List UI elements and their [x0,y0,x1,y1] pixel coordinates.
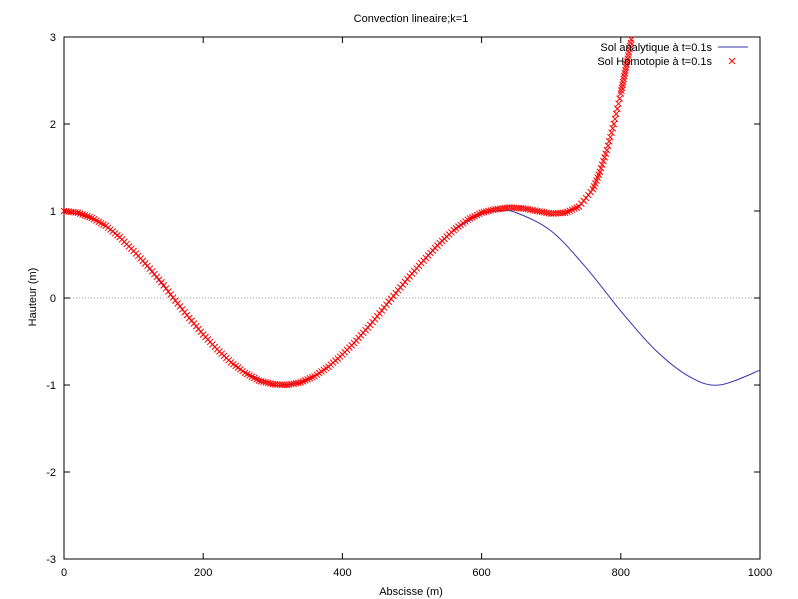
x-axis-title: Abscisse (m) [379,586,443,598]
data-point [83,212,91,220]
y-tick-label: -3 [46,554,56,566]
data-point [627,36,635,43]
data-point [86,213,93,221]
data-point [615,100,622,108]
data-point [601,153,608,161]
y-tick-label: 1 [50,206,56,218]
data-point [611,115,619,123]
x-tick-label: 0 [61,567,67,579]
data-point [74,209,82,217]
x-tick-label: 200 [194,567,212,579]
data-point [609,124,617,132]
data-point [607,133,614,141]
x-tick-label: 1000 [748,567,772,579]
chart-title: Convection lineaire;k=1 [354,13,469,25]
plot-area: 0 200 400 600 800 1000 -3 -2 -1 0 1 2 3 [46,32,772,579]
y-tick-label: 2 [50,119,56,131]
x-tick-label: 400 [333,567,351,579]
x-tick-label: 800 [612,567,630,579]
data-point [169,294,177,301]
data-point [598,161,606,168]
y-tick-label: -2 [46,467,56,479]
data-point [79,211,86,218]
y-tick-label: -1 [46,380,56,392]
legend-label: Sol Homotopie à t=0.1s [597,56,712,68]
data-point [596,168,604,176]
data-point [167,291,175,298]
data-point [612,110,620,118]
data-point [603,146,611,154]
data-point [158,278,165,286]
data-point [604,142,612,150]
data-point [160,282,168,289]
data-point [165,288,172,295]
data-point [294,379,302,387]
data-point [162,285,170,292]
y-tick-label: 3 [50,32,56,44]
x-tick-label: 600 [472,567,490,579]
data-point [76,210,84,217]
y-axis-title: Hauteur (m) [27,268,39,327]
data-point [610,120,618,128]
data-point [613,105,621,113]
data-point [81,211,89,219]
data-point [608,129,615,137]
y-tick-label: 0 [50,293,56,305]
legend-swatch-cross [728,57,736,65]
data-point [616,95,623,102]
legend-label: Sol analytique à t=0.1s [600,42,712,54]
data-point [597,164,605,172]
legend: Sol analytique à t=0.1s Sol Homotopie à t… [597,42,748,68]
data-point [600,157,607,165]
data-point [602,150,610,158]
series-points-homotopie [60,36,635,389]
data-point [605,138,613,145]
